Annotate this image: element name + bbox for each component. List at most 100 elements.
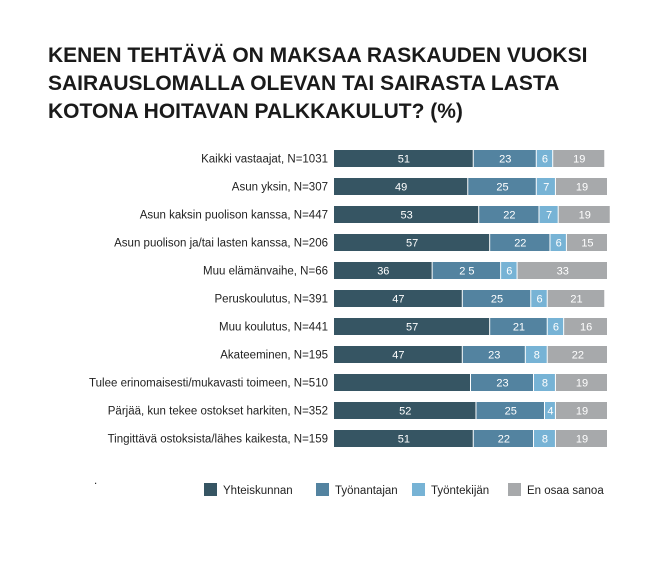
- data-label: 19: [576, 434, 588, 446]
- legend-item-yhteiskunnan: Yhteiskunnan: [204, 483, 293, 497]
- data-label: 7: [546, 210, 552, 222]
- bar-segment-en-osaa-sanoa: [547, 346, 607, 363]
- legend: Yhteiskunnan Työnantajan Työntekijän En osa…: [204, 483, 604, 497]
- bar-segment-tyontekijan: [536, 150, 553, 167]
- bar-row: Peruskoulutus, N=391 47 25 6 21: [215, 290, 605, 307]
- data-label: 19: [576, 182, 588, 194]
- bar-segment-tyonantajan: [473, 430, 534, 447]
- bar-segment-tyonantajan: [468, 178, 536, 195]
- bar-row: Asun kaksin puolison kanssa, N=447 53 22 7 1…: [140, 206, 610, 223]
- bar-segment-tyonantajan: [473, 150, 536, 167]
- data-label: 36: [377, 266, 389, 278]
- bar-segment-tyonantajan: [462, 346, 525, 363]
- bar-segment-yhteiskunnan: [334, 290, 462, 307]
- legend-label: Työnantajan: [335, 485, 398, 497]
- legend-swatch: [508, 483, 521, 496]
- bar-row: Tulee erinomaisesti/mukavasti toimeen, N…: [89, 374, 607, 391]
- category-label: Peruskoulutus, N=391: [215, 294, 328, 306]
- data-label: 22: [514, 238, 526, 250]
- data-label: 23: [496, 378, 508, 390]
- data-label: 19: [573, 154, 585, 166]
- bar-segment-tyontekijan: [525, 346, 547, 363]
- data-label: 8: [542, 434, 548, 446]
- bar-segment-en-osaa-sanoa: [555, 402, 607, 419]
- bar-segment-yhteiskunnan: [334, 318, 490, 335]
- bar-segment-yhteiskunnan: [334, 430, 473, 447]
- title-line-3: KOTONA HOITAVAN PALKKAKULUT? (%): [48, 100, 463, 123]
- bar-segment-en-osaa-sanoa: [547, 290, 605, 307]
- data-label: 51: [398, 434, 410, 446]
- bar-row: Asun yksin, N=307 49 25 7 19: [232, 178, 607, 195]
- bar-segment-yhteiskunnan: [334, 346, 462, 363]
- bar-segment-en-osaa-sanoa: [517, 262, 607, 279]
- category-label: Pärjää, kun tekee ostokset harkiten, N=3…: [108, 406, 328, 418]
- bar-segment-yhteiskunnan: [334, 262, 432, 279]
- bar-segment-yhteiskunnan: [334, 234, 490, 251]
- bar-segment-tyontekijan: [534, 374, 555, 391]
- data-label: 6: [542, 154, 548, 166]
- bar-segment-yhteiskunnan: [334, 206, 479, 223]
- bar-segment-tyontekijan: [531, 290, 547, 307]
- category-label: Muu elämänvaihe, N=66: [203, 266, 328, 278]
- bar-segment-yhteiskunnan: [334, 150, 473, 167]
- data-label: 21: [570, 294, 582, 306]
- data-label: 25: [505, 406, 517, 418]
- data-label: 51: [398, 154, 410, 166]
- bar-segment-tyonantajan: [479, 206, 539, 223]
- legend-item-tyontekijan: Työntekijän: [412, 483, 489, 497]
- data-label: 25: [491, 294, 503, 306]
- bar-segment-en-osaa-sanoa: [555, 178, 607, 195]
- bar-segment-yhteiskunnan: [334, 374, 470, 391]
- legend-swatch: [204, 483, 217, 496]
- bar-row: Asun puolison ja/tai lasten kanssa, N=20…: [114, 234, 607, 251]
- bar-segment-en-osaa-sanoa: [564, 318, 607, 335]
- legend-swatch: [412, 483, 425, 496]
- data-label: 57: [406, 238, 418, 250]
- bar-row: Pärjää, kun tekee ostokset harkiten, N=3…: [108, 402, 607, 419]
- bar-segment-tyontekijan: [547, 318, 564, 335]
- bar-segment-tyonantajan: [471, 374, 534, 391]
- category-label: Akateeminen, N=195: [220, 350, 328, 362]
- bar-segment-en-osaa-sanoa: [553, 150, 605, 167]
- footnote: .: [94, 475, 97, 487]
- data-label: 6: [556, 238, 562, 250]
- bar-row: Tingittävä ostoksista/lähes kaikesta, N=…: [108, 430, 607, 447]
- bar-segment-tyonantajan: [490, 234, 550, 251]
- bar-segment-tyontekijan: [544, 402, 555, 419]
- data-label: 47: [392, 294, 404, 306]
- data-label: 19: [579, 210, 591, 222]
- bar-segment-en-osaa-sanoa: [555, 430, 607, 447]
- data-label: 2 5: [459, 266, 474, 278]
- data-label: 53: [400, 210, 412, 222]
- bar-segment-tyontekijan: [550, 234, 566, 251]
- data-label: 6: [506, 266, 512, 278]
- category-label: Asun kaksin puolison kanssa, N=447: [140, 210, 328, 222]
- category-label: Asun puolison ja/tai lasten kanssa, N=20…: [114, 238, 328, 250]
- category-label: Tulee erinomaisesti/mukavasti toimeen, N…: [89, 378, 328, 390]
- legend-label: Yhteiskunnan: [223, 485, 293, 497]
- data-label: 8: [534, 350, 540, 362]
- bar-row: Muu elämänvaihe, N=66 36 2 5 6 33: [203, 262, 607, 279]
- data-label: 19: [576, 406, 588, 418]
- bar-segment-yhteiskunnan: [334, 402, 476, 419]
- chart-title: KENEN TEHTÄVÄ ON MAKSAA RASKAUDEN VUOKSI…: [48, 42, 628, 126]
- bar-row: Muu koulutus, N=441 57 21 6 16: [219, 318, 607, 335]
- bar-segment-tyontekijan: [534, 430, 555, 447]
- bar-segment-en-osaa-sanoa: [555, 374, 607, 391]
- title-line-1: KENEN TEHTÄVÄ ON MAKSAA RASKAUDEN VUOKSI: [48, 44, 588, 67]
- data-label: 16: [580, 322, 592, 334]
- legend-item-tyonantajan: Työnantajan: [316, 483, 398, 497]
- bar-row: Kaikki vastaajat, N=1031 51 23 6 19: [201, 150, 605, 167]
- category-label: Tingittävä ostoksista/lähes kaikesta, N=…: [108, 434, 328, 446]
- data-label: 23: [499, 154, 511, 166]
- bar-segment-yhteiskunnan: [334, 178, 468, 195]
- bar-segment-tyonantajan: [432, 262, 501, 279]
- data-label: 21: [513, 322, 525, 334]
- data-label: 23: [488, 350, 500, 362]
- data-label: 49: [395, 182, 407, 194]
- data-label: 22: [498, 434, 510, 446]
- category-label: Asun yksin, N=307: [232, 182, 328, 194]
- legend-label: Työntekijän: [431, 485, 489, 497]
